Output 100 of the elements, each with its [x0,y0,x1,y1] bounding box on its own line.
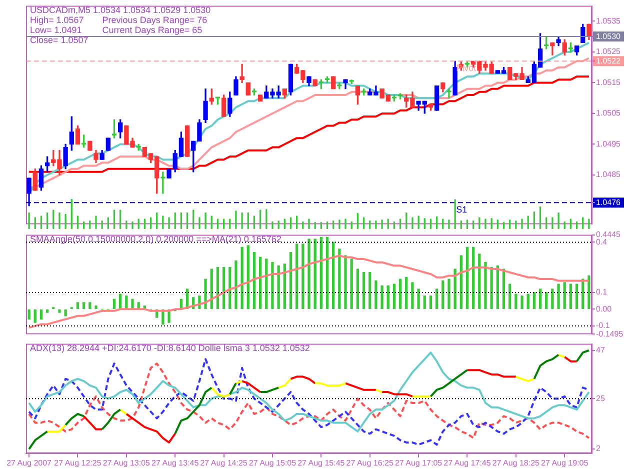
bar [326,236,329,310]
bar [454,268,456,310]
bar [526,294,530,310]
x-tick-label: 27 Aug 15:45 [298,458,346,468]
bar [588,275,590,310]
y-tick-label: 47 [596,346,606,355]
bar [386,285,390,310]
bar [374,280,378,310]
bar [338,248,341,310]
y-tick-label: -0.1495 [596,329,624,338]
bar [112,298,116,310]
bar [76,302,80,310]
ref-line-label: S1 [456,204,468,215]
bar [34,309,36,323]
bar [302,244,304,310]
bar [435,288,438,310]
bar [64,309,67,316]
annotation: Current Days Range= 65 [102,25,204,35]
bar [478,254,481,310]
annotation: High= 1.0567 [30,15,85,25]
bar [514,294,518,310]
annotation: Previous Days Range= 76 [102,15,208,25]
bar [308,238,310,310]
bar [442,280,444,310]
x-tick-label: 27 Aug 17:45 [444,458,492,468]
x-tick-label: 27 Aug 19:05 [541,458,589,468]
y-tick-label: 1.0495 [596,139,622,148]
y-tick-label: 1.0476 [596,198,622,207]
bar [484,262,487,310]
bar [575,284,578,310]
bar [265,258,268,310]
y-tick-label: 1.0515 [596,78,622,87]
bar [569,284,572,310]
bar [368,272,372,310]
bar [58,309,61,313]
bar [88,302,92,310]
y-tick-label: 0.4 [596,237,608,246]
y-tick-label: 1.0525 [596,47,622,56]
x-tick-label: 27 Aug 17:05 [394,458,443,468]
bar [380,285,384,310]
y-tick-label: 0.4445 [596,230,622,240]
y-tick-label: 25 [596,394,606,403]
y-tick-label: 2 [596,444,601,454]
bar [356,268,360,310]
bar [246,245,250,310]
bar [563,282,566,310]
y-tick-label: 0.1 [596,288,608,297]
bar [289,252,292,310]
y-tick-label: 1.0522 [596,56,622,66]
bar [405,277,408,310]
chart-title: USDCADm,M5 1.0534 1.0534 1.0529 1.0530 [30,5,211,15]
bar [320,236,322,310]
candlestick [240,64,244,84]
bar [429,295,432,310]
x-tick-label: 27 Aug 13:05 [102,458,151,468]
x-tick-label: 27 Aug 2007 [6,458,52,468]
bar [508,284,512,310]
bar [520,295,524,310]
bar [472,246,475,310]
bar [344,255,347,310]
bar [411,282,414,310]
x-tick-label: 27 Aug 16:25 [346,458,394,468]
y-tick-label: 1.0485 [596,170,622,180]
y-tick-label: 1.0535 [596,16,622,26]
bar [234,260,238,310]
bar [392,284,396,310]
y-tick-label: -0.1 [596,321,610,330]
bar [362,272,366,310]
annotation: Close= 1.0507 [30,35,88,45]
bar [271,262,274,310]
bar [240,246,244,310]
chart-title: ADX(13) 28.2944 +DI:24.6170 -DI:8.6140 Dollie lsma 3 1.0532 1.0532 [30,343,310,353]
bar [466,246,469,310]
bar [82,302,86,310]
annotation: Low= 1.0491 [30,25,83,35]
y-tick-label: 0.00 [596,304,612,314]
bar [551,288,554,310]
bar [532,292,536,310]
bar [538,288,542,310]
bar [204,278,207,310]
bar [350,258,353,310]
bar [545,292,548,310]
bar [131,298,134,310]
bar [314,238,316,310]
x-tick-label: 27 Aug 13:45 [152,458,200,468]
bar [277,265,280,310]
x-tick-label: 27 Aug 18:25 [492,458,540,468]
x-tick-label: 27 Aug 14:25 [200,458,248,468]
bar [94,306,98,310]
bar [332,242,335,310]
bar [448,278,450,310]
bar [252,252,256,310]
y-tick-label: 1.0530 [596,32,622,41]
chart-title: SMAAngle(50,0.15000000,2,0) 0.200000 ==>MA(21) 0.165762 [30,234,282,244]
bar [40,309,43,320]
bar [28,309,30,320]
y-tick-label: 1.0505 [596,108,622,118]
bar [46,309,49,313]
bar [296,244,298,310]
bar [423,295,426,310]
